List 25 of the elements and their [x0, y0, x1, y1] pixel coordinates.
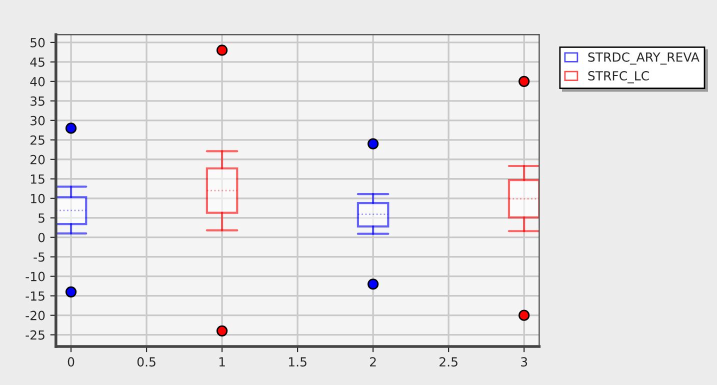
- y-tick-label: 50: [30, 38, 45, 48]
- legend-label: STRDC_ARY_REVA: [588, 52, 700, 65]
- x-tick-label: 0.5: [137, 357, 156, 367]
- y-tick-label: 10: [30, 194, 45, 204]
- y-tick-label: 40: [30, 76, 45, 86]
- x-tick-label: 2.5: [440, 357, 458, 367]
- x-tick-label: 2: [370, 357, 376, 366]
- y-tick-label: 30: [30, 116, 45, 126]
- y-tick-label: -10: [26, 272, 45, 282]
- y-tick-label: -20: [26, 310, 45, 320]
- y-tick-label: 25: [30, 135, 44, 145]
- y-tick-label: 0: [38, 232, 45, 242]
- y-tick-label: 5: [38, 214, 44, 223]
- y-tick-label: -25: [26, 330, 44, 340]
- x-tick-label: 1: [219, 357, 225, 366]
- y-tick-label: 15: [30, 174, 44, 184]
- legend-label: STRFC_LC: [588, 71, 649, 84]
- y-tick-label: 45: [30, 58, 44, 67]
- x-tick-label: 1.5: [288, 357, 306, 367]
- x-tick-label: 3: [521, 357, 528, 367]
- y-tick-label: -5: [34, 252, 44, 262]
- x-tick-label: 0: [68, 357, 74, 367]
- y-tick-label: 35: [30, 96, 44, 106]
- y-tick-label: 20: [30, 154, 45, 164]
- y-tick-label: -15: [26, 291, 44, 301]
